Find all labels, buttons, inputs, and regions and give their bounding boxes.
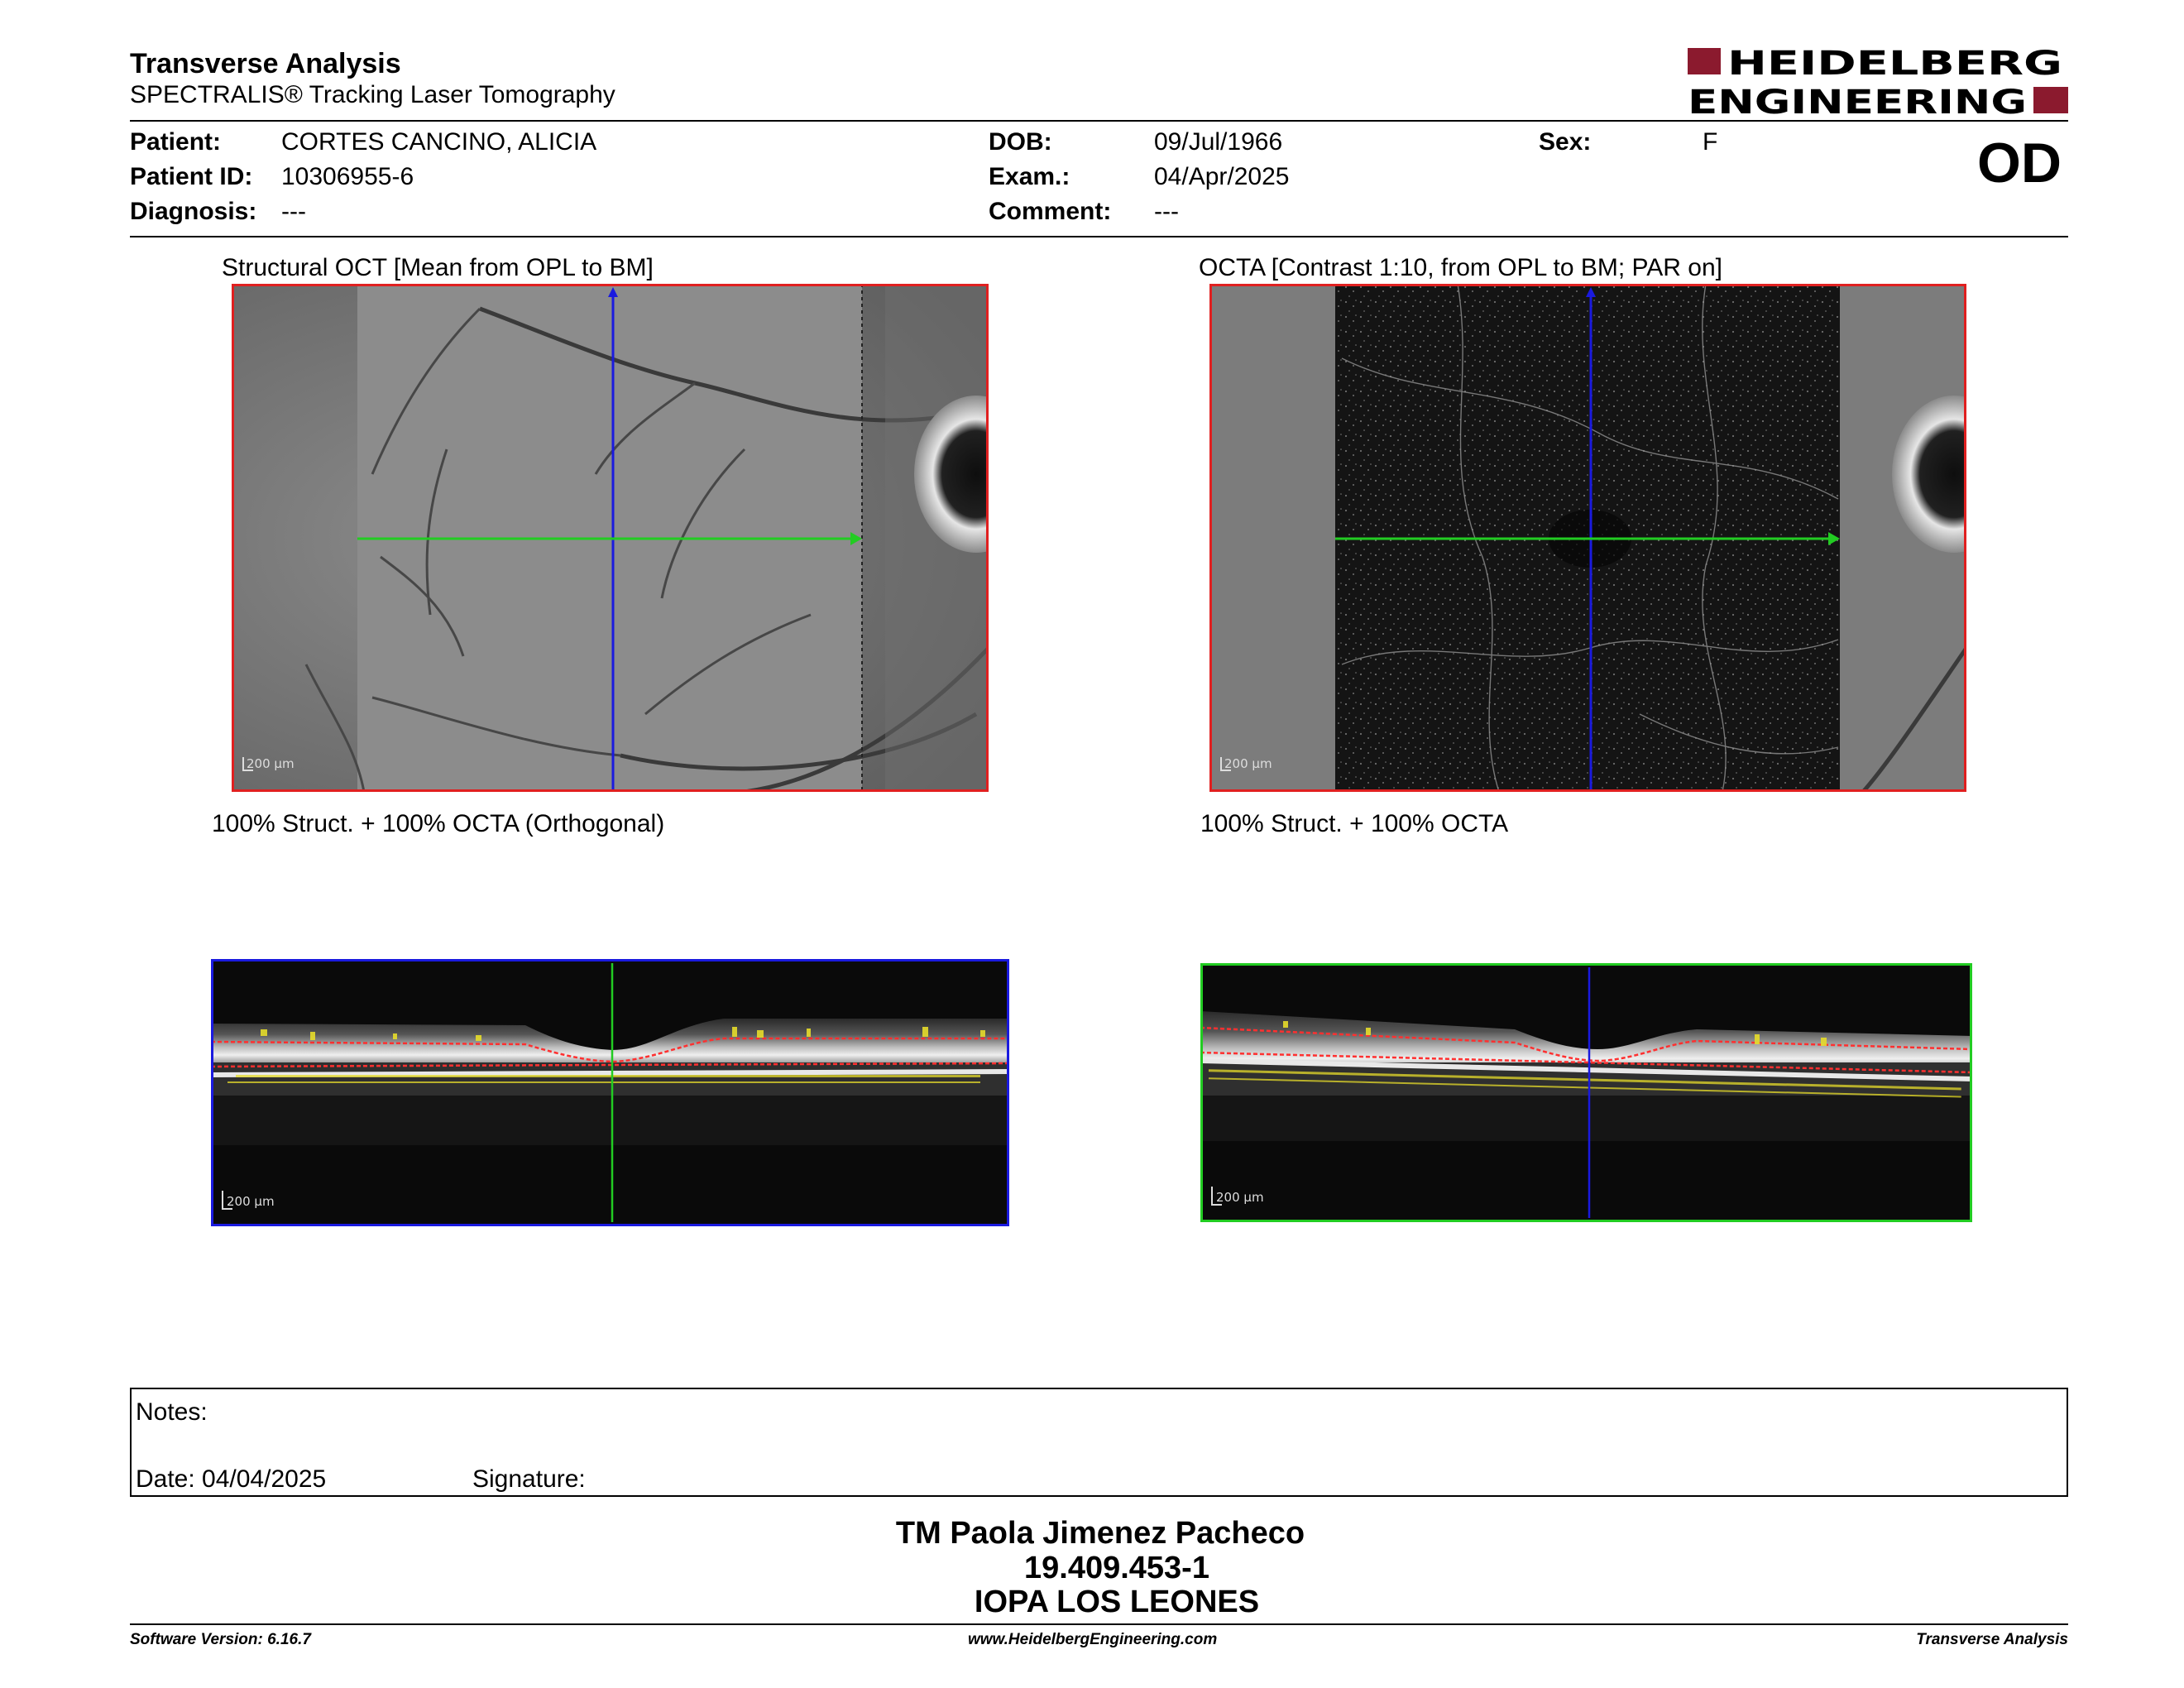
diagnosis-label: Diagnosis: [130,198,257,225]
comment-label: Comment: [989,198,1112,225]
patient-value: CORTES CANCINO, ALICIA [281,128,597,156]
octa-caption: OCTA [Contrast 1:10, from OPL to BM; PAR… [1199,254,1723,281]
structural-oct-image[interactable]: 200 µm [232,284,989,792]
scale-bar-label: 200 µm [247,756,295,771]
patient-label: Patient: [130,128,222,156]
diagnosis-value: --- [281,198,306,225]
scale-bar-label: 200 µm [1216,1190,1264,1205]
octa-image[interactable]: 200 µm [1209,284,1966,792]
footer-divider [130,1623,2068,1625]
notes-box [130,1388,2068,1497]
sex-label: Sex: [1539,128,1592,156]
report-subtitle: SPECTRALIS® Tracking Laser Tomography [130,81,615,108]
operator-name: TM Paola Jimenez Pacheco [895,1516,1305,1551]
logo-line1: HEIDELBERG [1727,46,2062,83]
sex-value: F [1703,128,1718,156]
structural-caption: Structural OCT [Mean from OPL to BM] [222,254,654,281]
scale-bar-label: 200 µm [1224,756,1272,771]
eye-indicator: OD [1977,132,2062,194]
bscan-left-caption: 100% Struct. + 100% OCTA (Orthogonal) [212,810,665,837]
heidelberg-logo: HEIDELBERG ENGINEERING [1688,46,2068,118]
comment-value: --- [1154,198,1179,225]
logo-line2: ENGINEERING [1688,84,2027,118]
institution-name: IOPA LOS LEONES [974,1585,1260,1619]
exam-value: 04/Apr/2025 [1154,163,1290,190]
patient-divider [130,236,2068,237]
bscan-right-caption: 100% Struct. + 100% OCTA [1200,810,1509,837]
software-version: Software Version: 6.16.7 [130,1631,311,1648]
dob-label: DOB: [989,128,1052,156]
patient-id-label: Patient ID: [130,163,253,190]
operator-id: 19.409.453-1 [1024,1551,1209,1585]
header-divider [130,120,2068,122]
website-link[interactable]: www.HeidelbergEngineering.com [968,1631,1218,1648]
date-label: Date: 04/04/2025 [136,1465,327,1493]
report-title: Transverse Analysis [130,48,401,79]
scale-bar-label: 200 µm [227,1194,275,1209]
exam-label: Exam.: [989,163,1070,190]
patient-id-value: 10306955-6 [281,163,414,190]
signature-label: Signature: [472,1465,586,1493]
bscan-image[interactable]: 200 µm [1200,963,1972,1222]
notes-label: Notes: [136,1398,208,1426]
bscan-orthogonal-image[interactable]: 200 µm [211,959,1009,1226]
report-type: Transverse Analysis [1916,1631,2068,1648]
dob-value: 09/Jul/1966 [1154,128,1283,156]
